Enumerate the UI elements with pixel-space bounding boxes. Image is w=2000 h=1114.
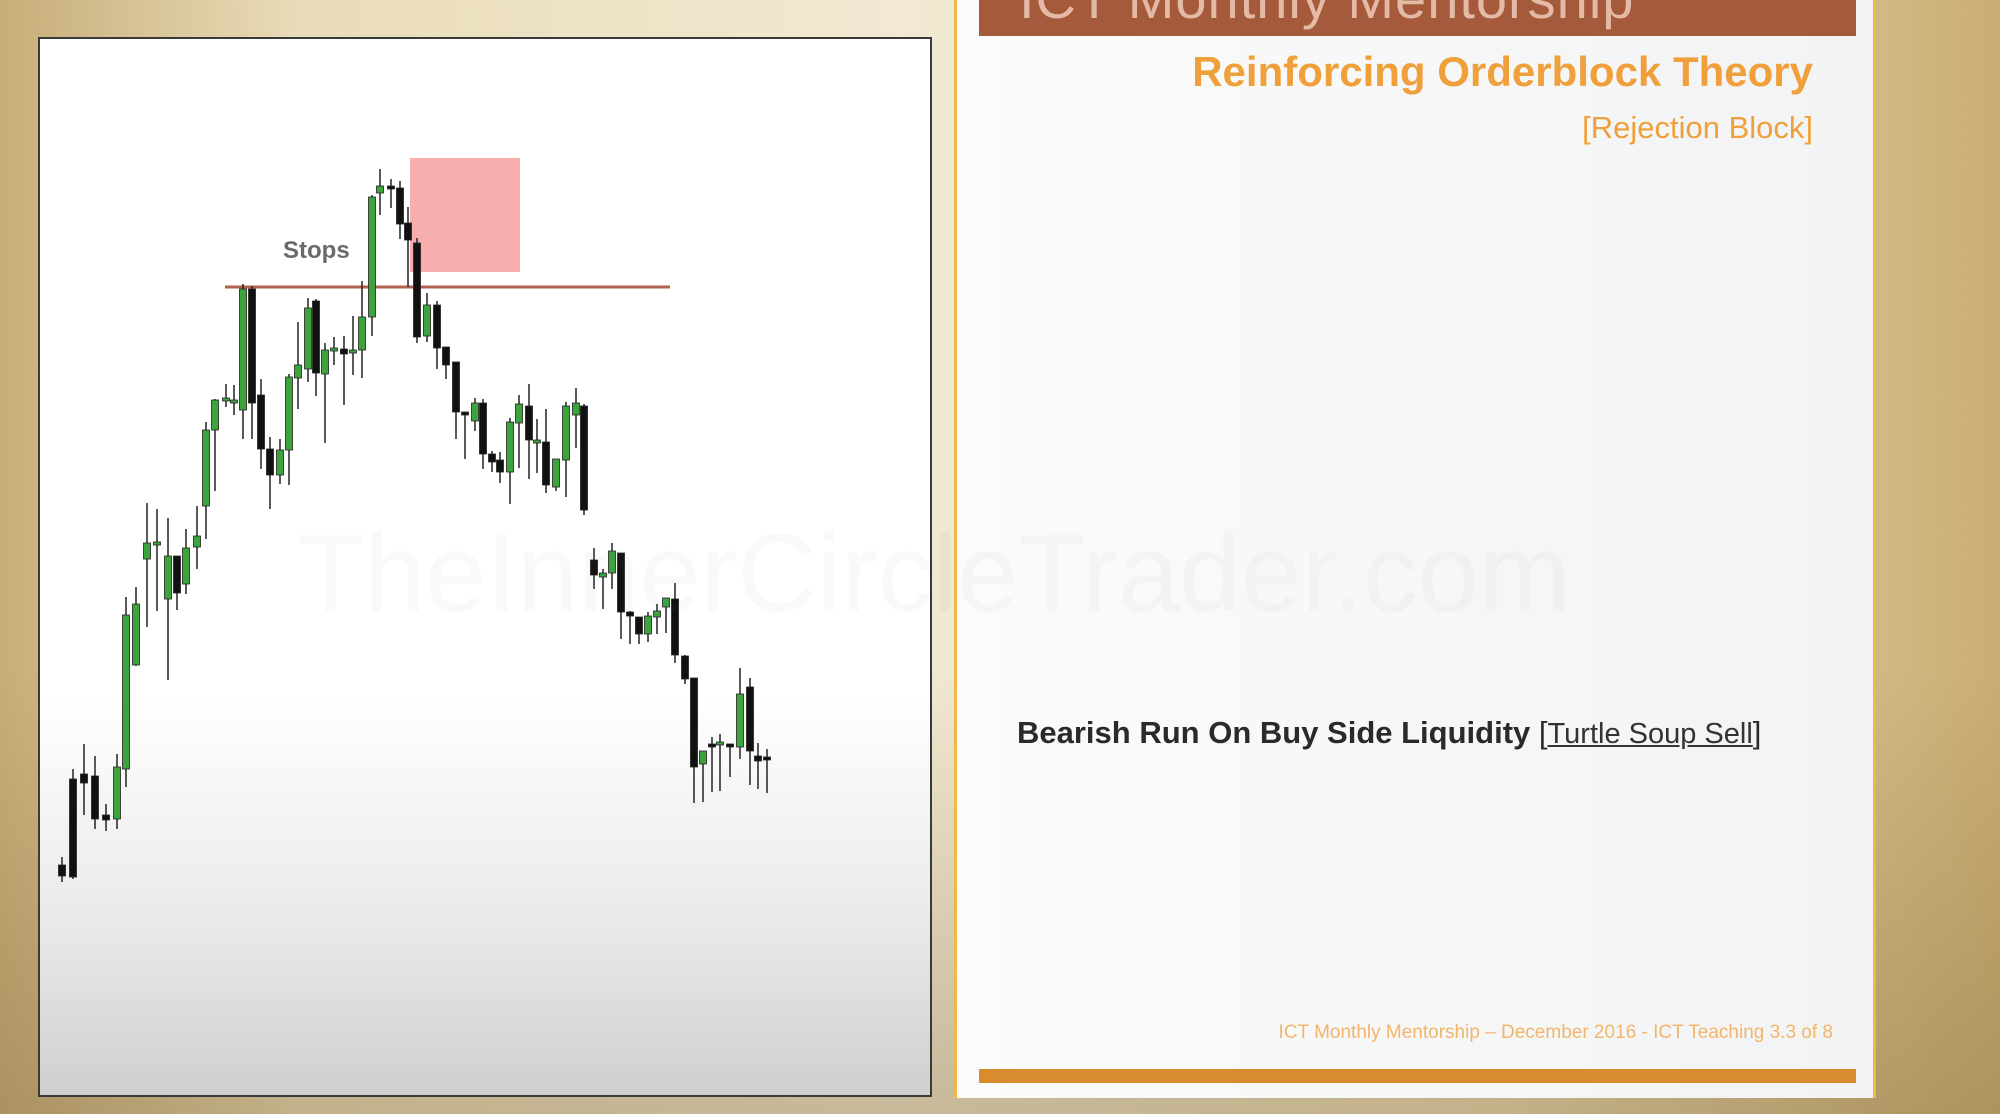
candle-body <box>533 439 541 444</box>
candle-body <box>113 766 121 820</box>
candle-body <box>763 756 771 761</box>
caption-link-turtle-soup[interactable]: Turtle Soup Sell <box>1547 718 1753 750</box>
slide-caption: Bearish Run On Buy Side Liquidity [Turtl… <box>1017 715 1761 751</box>
candle-body <box>590 559 598 576</box>
candle-body <box>173 555 181 594</box>
candlestick-chart: Stops <box>58 158 771 882</box>
candle-body <box>239 288 247 411</box>
candle-body <box>471 402 479 422</box>
candle-body <box>617 552 625 613</box>
candle-body <box>193 535 201 548</box>
candle-body <box>542 441 550 486</box>
slide-subtitle: [Rejection Block] <box>1582 110 1813 145</box>
candle-body <box>321 349 329 375</box>
candle-body <box>294 364 302 379</box>
candle-body <box>164 555 172 600</box>
candle-body <box>102 814 110 821</box>
candle-body <box>635 616 643 635</box>
candle-body <box>312 300 320 374</box>
candle-body <box>525 405 533 441</box>
candle-body <box>479 402 487 455</box>
candle-body <box>572 402 580 416</box>
candle-body <box>358 316 366 351</box>
candle-body <box>515 403 523 424</box>
candle-body <box>461 411 469 416</box>
candle-body <box>413 242 421 338</box>
candle-body <box>182 547 190 585</box>
candle-body <box>230 399 238 404</box>
candle-body <box>404 222 412 241</box>
candle-body <box>562 405 570 461</box>
candle-body <box>423 304 431 337</box>
candle-body <box>376 185 384 194</box>
candle-body <box>433 304 441 349</box>
candle-body <box>330 347 338 352</box>
candle-body <box>368 196 376 318</box>
candle-body <box>442 346 450 366</box>
slide-panel: ICT Monthly Mentorship Reinforcing Order… <box>297 0 1876 1098</box>
candle-body <box>726 743 734 748</box>
caption-bracket-open: [ <box>1538 715 1548 750</box>
candle-body <box>690 677 698 768</box>
candle-body <box>681 655 689 680</box>
stops-label: Stops <box>283 237 350 264</box>
candle-body <box>285 376 293 451</box>
candle-body <box>506 421 514 473</box>
candle-body <box>671 598 679 656</box>
candle-body <box>69 778 77 878</box>
candle-body <box>716 741 724 746</box>
slide-header-title: ICT Monthly Mentorship <box>1019 0 1634 31</box>
candle-body <box>257 394 265 450</box>
caption-main-text: Bearish Run On Buy Side Liquidity <box>1017 715 1531 750</box>
candle-body <box>496 459 504 473</box>
chart-panel: Stops <box>38 37 932 1097</box>
slide-header-bar: ICT Monthly Mentorship <box>979 0 1856 36</box>
slide-title: Reinforcing Orderblock Theory <box>1192 48 1813 95</box>
candle-body <box>80 773 88 784</box>
candle-body <box>396 187 404 225</box>
candle-body <box>91 775 99 820</box>
candle-body <box>58 864 66 877</box>
candle-body <box>304 307 312 370</box>
candle-body <box>736 693 744 748</box>
candle-body <box>211 399 219 431</box>
candle-body <box>699 750 707 765</box>
candle-body <box>349 349 357 354</box>
caption-bracket-close: ] <box>1752 715 1762 750</box>
candle-body <box>276 449 284 476</box>
candle-body <box>202 429 210 507</box>
candle-body <box>662 597 670 608</box>
candle-body <box>132 603 140 666</box>
candle-body <box>599 572 607 578</box>
candle-body <box>153 541 161 546</box>
slide-footer: ICT Monthly Mentorship – December 2016 -… <box>1278 1022 1833 1043</box>
candle-body <box>122 614 130 770</box>
candle-body <box>608 550 616 574</box>
candle-body <box>708 743 716 748</box>
candle-body <box>488 453 496 463</box>
candle-body <box>746 686 754 752</box>
candle-body <box>653 610 661 618</box>
candle-body <box>626 611 634 617</box>
candle-body <box>222 397 230 402</box>
candle-body <box>143 542 151 560</box>
candle-body <box>340 348 348 355</box>
slide-bottom-bar <box>979 1069 1856 1083</box>
candle-body <box>754 755 762 762</box>
candle-body <box>580 405 588 511</box>
candle-body <box>452 361 460 413</box>
candle-body <box>387 185 395 190</box>
candle-body <box>266 448 274 476</box>
candle-body <box>248 288 256 404</box>
rejection-block-box <box>410 158 520 272</box>
candle-body <box>552 458 560 488</box>
candle-body <box>644 615 652 635</box>
